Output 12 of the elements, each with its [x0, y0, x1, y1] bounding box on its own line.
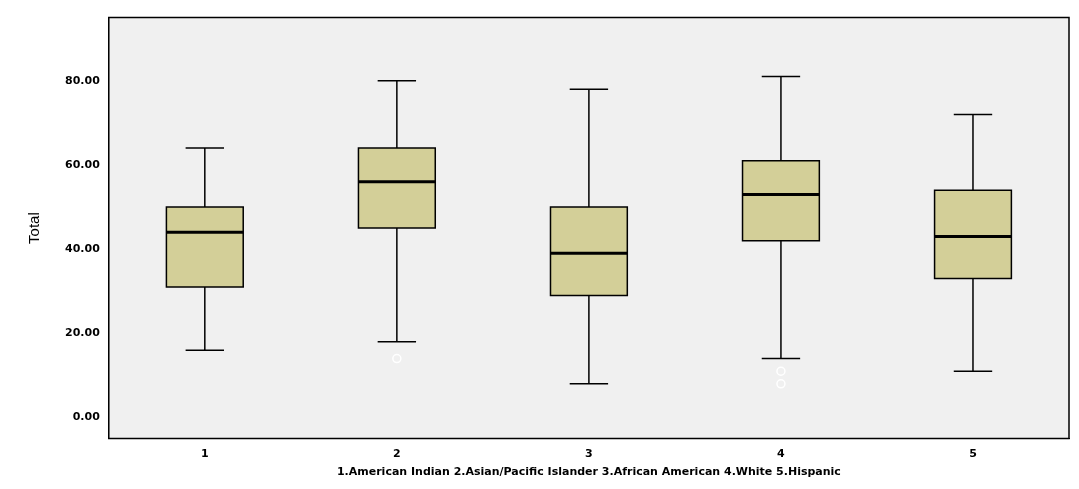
- y-axis-title: Total: [25, 212, 43, 244]
- x-tick-label: 3: [585, 447, 593, 461]
- y-tick-label: 60.00: [65, 157, 101, 171]
- x-tick-label: 5: [969, 447, 977, 461]
- x-tick-label: 4: [777, 447, 786, 461]
- x-tick-label: 2: [393, 447, 401, 461]
- y-tick-label: 20.00: [65, 326, 101, 340]
- y-tick-label: 0.00: [72, 410, 101, 424]
- x-tick-label: 1: [200, 447, 209, 461]
- y-tick-label: 80.00: [65, 73, 101, 87]
- x-axis-title: 1.American Indian 2.Asian/Pacific Islander 3.African American 4.White 5.Hispanic: [336, 465, 841, 479]
- y-tick-label: 40.00: [65, 242, 101, 256]
